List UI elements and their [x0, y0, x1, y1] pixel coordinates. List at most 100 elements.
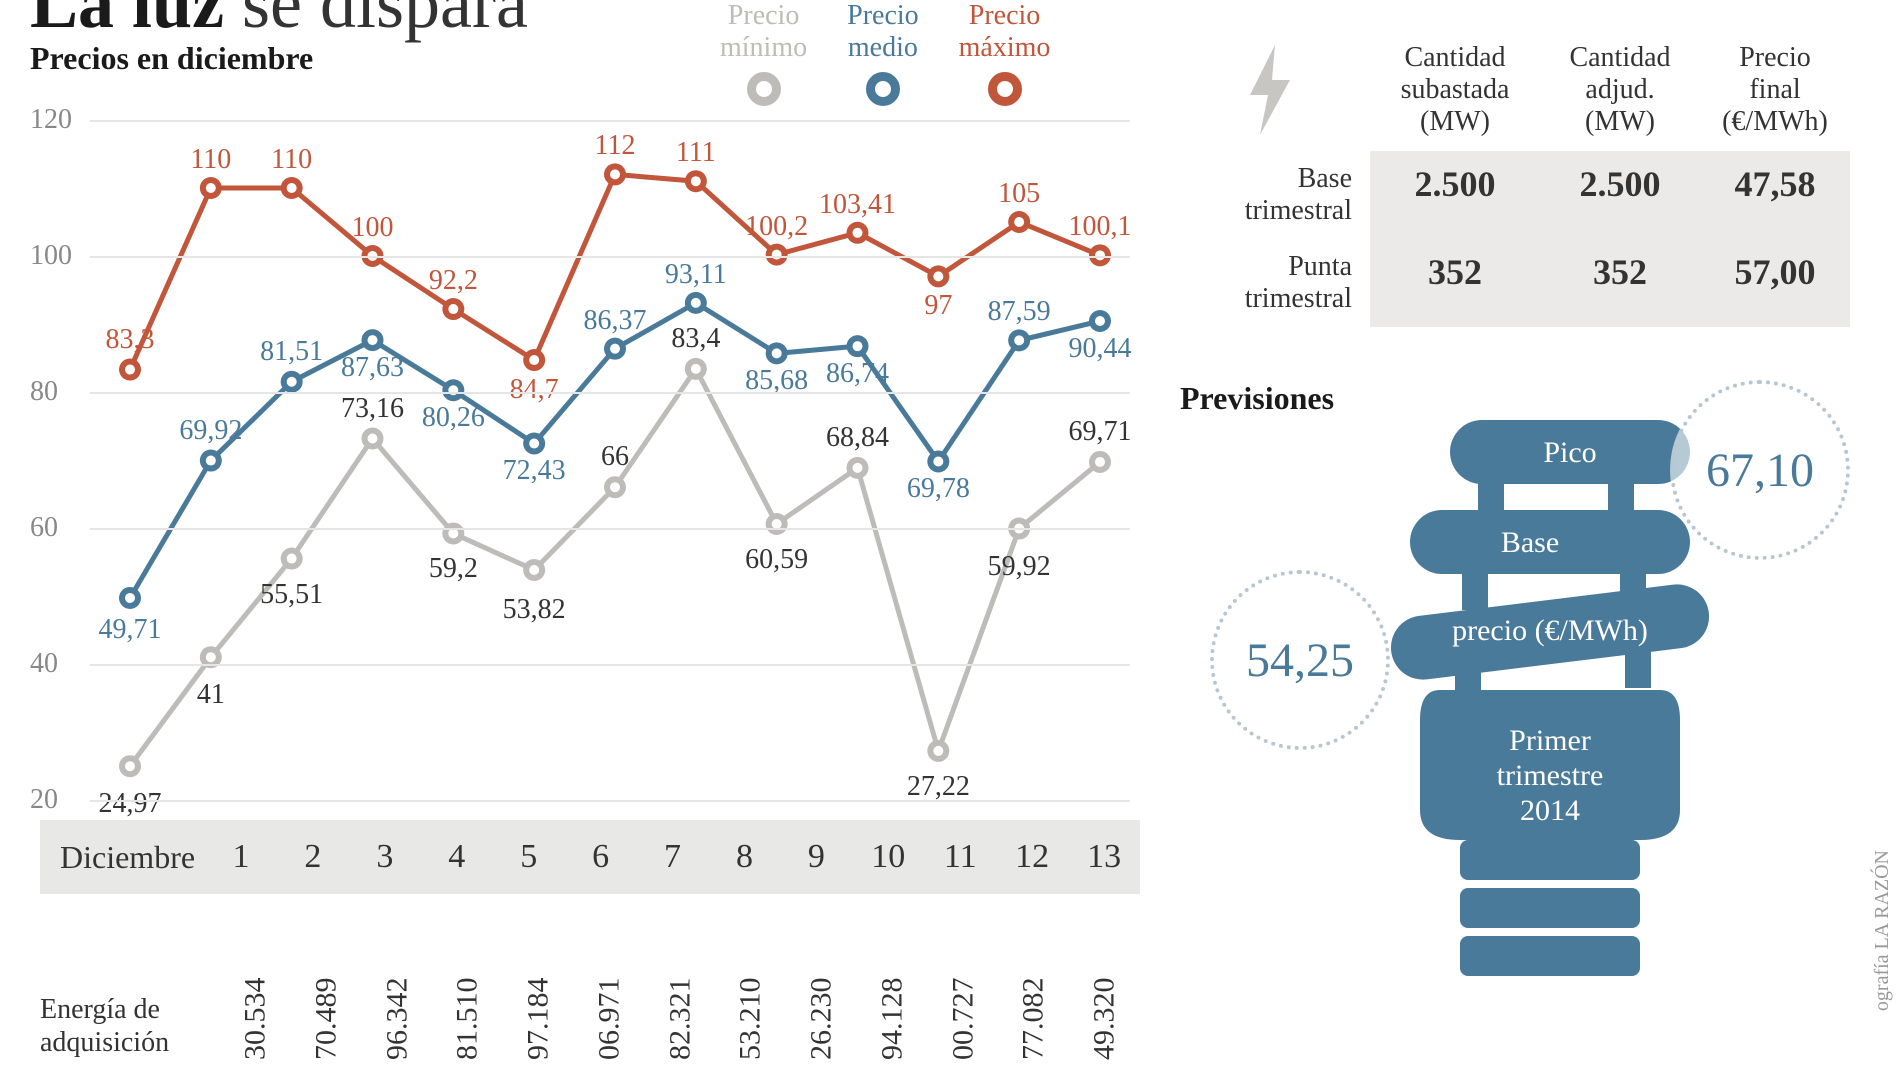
table-col-3: Precio final (€/MWh): [1700, 30, 1850, 151]
bulb-infographic: Pico Base precio (€/MWh) Primer trimestr…: [1220, 390, 1860, 1050]
energy-value: 53.210: [715, 930, 786, 1060]
bulb-base-label: Base: [1501, 526, 1559, 559]
data-label-min: 60,59: [745, 544, 808, 576]
energy-value: 82.321: [645, 930, 716, 1060]
bolt-icon: [1170, 30, 1370, 151]
headline-strong: La luz: [30, 0, 224, 43]
headline: La luz se dispara: [30, 0, 528, 25]
energy-value: 94.128: [857, 930, 928, 1060]
table-row-2-label: Punta trimestral: [1170, 239, 1370, 327]
bulb-period-3: 2014: [1520, 794, 1580, 827]
legend-med-l2: medio: [848, 32, 918, 64]
data-label-min: 69,71: [1069, 416, 1132, 448]
legend-min-l1: Precio: [728, 0, 800, 32]
energy-value: 97.184: [503, 930, 574, 1060]
gridline: [90, 528, 1130, 530]
pico-value: 67,10: [1706, 443, 1814, 498]
energy-value: 96.342: [362, 930, 433, 1060]
energy-row: Energía de adquisición 30.53470.48996.34…: [40, 930, 1140, 1060]
pico-value-circle: 67,10: [1670, 380, 1850, 560]
data-label-min: 55,51: [260, 579, 323, 611]
y-tick: 40: [30, 648, 58, 680]
subtitle: Precios en diciembre: [30, 40, 313, 77]
y-tick: 80: [30, 376, 58, 408]
data-label-min: 73,16: [341, 393, 404, 425]
table-row-2-v2: 352: [1540, 239, 1700, 327]
data-label-med: 80,26: [422, 402, 485, 434]
data-label-max: 110: [190, 144, 231, 176]
y-tick: 20: [30, 784, 58, 816]
table-row-1-v2: 2.500: [1540, 151, 1700, 239]
x-tick: 12: [996, 838, 1068, 876]
gridline: [90, 256, 1130, 258]
legend-max: Precio máximo: [959, 0, 1051, 106]
data-label-max: 84,7: [510, 374, 559, 406]
table-row-1-v1: 2.500: [1370, 151, 1540, 239]
legend-min-l2: mínimo: [720, 32, 807, 64]
energy-value: 00.727: [928, 930, 999, 1060]
data-label-med: 90,44: [1069, 333, 1132, 365]
data-label-max: 112: [595, 130, 636, 162]
data-label-max: 100,1: [1069, 211, 1132, 243]
table-row-1-label: Base trimestral: [1170, 151, 1370, 239]
legend-med: Precio medio: [847, 0, 919, 106]
x-tick: 10: [852, 838, 924, 876]
data-label-med: 81,51: [260, 336, 323, 368]
bulb-period-1: Primer: [1509, 724, 1591, 757]
data-label-max: 110: [271, 144, 312, 176]
data-label-max: 100: [352, 212, 394, 244]
data-label-max: 97: [924, 290, 952, 322]
x-tick: 3: [349, 838, 421, 876]
legend-min-marker: [747, 72, 781, 106]
x-tick: 8: [709, 838, 781, 876]
data-label-med: 72,43: [503, 455, 566, 487]
table-row-2-v3: 57,00: [1700, 239, 1850, 327]
data-label-min: 27,22: [907, 771, 970, 803]
data-label-min: 68,84: [826, 422, 889, 454]
y-tick: 100: [30, 240, 72, 272]
x-tick: 5: [493, 838, 565, 876]
bulb-pico-label: Pico: [1543, 436, 1596, 469]
legend-max-marker: [988, 72, 1022, 106]
x-tick: 9: [780, 838, 852, 876]
data-label-med: 87,59: [988, 296, 1051, 328]
table-row-2-v1: 352: [1370, 239, 1540, 327]
data-label-max: 83,3: [106, 324, 155, 356]
base-value: 54,25: [1246, 633, 1354, 688]
data-label-max: 92,2: [429, 265, 478, 297]
x-tick: 7: [637, 838, 709, 876]
data-label-min: 83,4: [671, 323, 720, 355]
data-label-med: 49,71: [99, 614, 162, 646]
energy-value: 06.971: [574, 930, 645, 1060]
series-line-min: [130, 369, 1100, 766]
energy-value: 26.230: [786, 930, 857, 1060]
data-label-max: 105: [998, 178, 1040, 210]
data-label-max: 103,41: [819, 189, 896, 221]
x-tick: 13: [1068, 838, 1140, 876]
data-label-min: 59,2: [429, 553, 478, 585]
credit: ografía LA RAZÓN: [1871, 850, 1894, 1011]
x-tick: 2: [277, 838, 349, 876]
gridline: [90, 120, 1130, 122]
data-label-med: 87,63: [341, 352, 404, 384]
data-label-min: 53,82: [503, 594, 566, 626]
legend-max-l2: máximo: [959, 32, 1051, 64]
base-value-circle: 54,25: [1210, 570, 1390, 750]
x-month-label: Diciembre: [40, 839, 205, 876]
legend-med-l1: Precio: [847, 0, 919, 32]
x-axis: Diciembre 12345678910111213: [40, 820, 1140, 894]
table-row-1-v3: 47,58: [1700, 151, 1850, 239]
data-label-min: 24,97: [99, 788, 162, 820]
data-label-max: 111: [676, 137, 716, 169]
legend-min: Precio mínimo: [720, 0, 807, 106]
data-label-min: 66: [601, 441, 629, 473]
y-tick: 60: [30, 512, 58, 544]
energy-value: 30.534: [220, 930, 291, 1060]
energy-value: 81.510: [432, 930, 503, 1060]
headline-rest: se dispara: [224, 0, 528, 43]
x-tick: 11: [924, 838, 996, 876]
data-label-med: 93,11: [665, 259, 727, 291]
price-chart: 20406080100120 83,311011010092,284,71121…: [30, 120, 1130, 800]
energy-value: 49.320: [1069, 930, 1140, 1060]
bulb-precio-label: precio (€/MWh): [1452, 614, 1648, 647]
